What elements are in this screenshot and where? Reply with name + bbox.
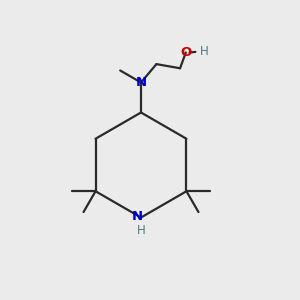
Text: H: H: [200, 45, 208, 58]
Text: N: N: [135, 76, 147, 89]
Text: O: O: [180, 46, 191, 59]
Text: H: H: [136, 224, 146, 238]
Text: N: N: [131, 210, 143, 223]
